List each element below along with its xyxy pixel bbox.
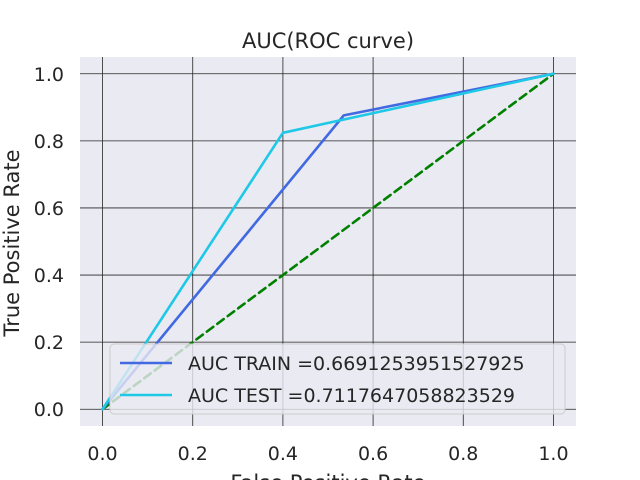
x-tick-label-4: 0.8 — [448, 443, 478, 465]
x-axis-label: False Positive Rate — [230, 471, 425, 480]
y-tick-label-4: 0.8 — [34, 131, 64, 153]
x-tick-label-0: 0.0 — [87, 443, 117, 465]
y-tick-label-0: 0.0 — [34, 399, 64, 421]
y-tick-label-3: 0.6 — [34, 198, 64, 220]
chart-title: AUC(ROC curve) — [242, 29, 414, 53]
y-tick-label-2: 0.4 — [34, 265, 64, 287]
x-tick-label-2: 0.4 — [268, 443, 298, 465]
y-tick-label-5: 1.0 — [34, 64, 64, 86]
y-axis-label: True Positive Rate — [0, 149, 24, 337]
x-tick-labels: 0.0 0.2 0.4 0.6 0.8 1.0 — [87, 443, 568, 465]
series-line-1 — [101, 72, 555, 411]
series-line-0 — [101, 72, 555, 411]
x-tick-label-1: 0.2 — [178, 443, 208, 465]
legend-label-1: AUC TEST =0.7117647058823529 — [188, 385, 515, 407]
legend: AUC TRAIN =0.6691253951527925 AUC TEST =0… — [109, 343, 566, 415]
legend-box — [109, 343, 566, 415]
y-tick-label-1: 0.2 — [34, 332, 64, 354]
x-tick-label-5: 1.0 — [538, 443, 568, 465]
legend-label-0: AUC TRAIN =0.6691253951527925 — [188, 353, 525, 375]
y-tick-labels: 0.0 0.2 0.4 0.6 0.8 1.0 — [34, 64, 64, 421]
x-tick-label-3: 0.6 — [358, 443, 388, 465]
grid — [80, 57, 576, 426]
